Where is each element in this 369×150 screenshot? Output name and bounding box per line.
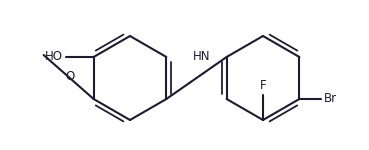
Text: O: O (65, 69, 74, 82)
Text: HO: HO (45, 51, 63, 63)
Text: HN: HN (193, 50, 210, 63)
Text: Br: Br (324, 93, 338, 105)
Text: F: F (260, 79, 266, 92)
